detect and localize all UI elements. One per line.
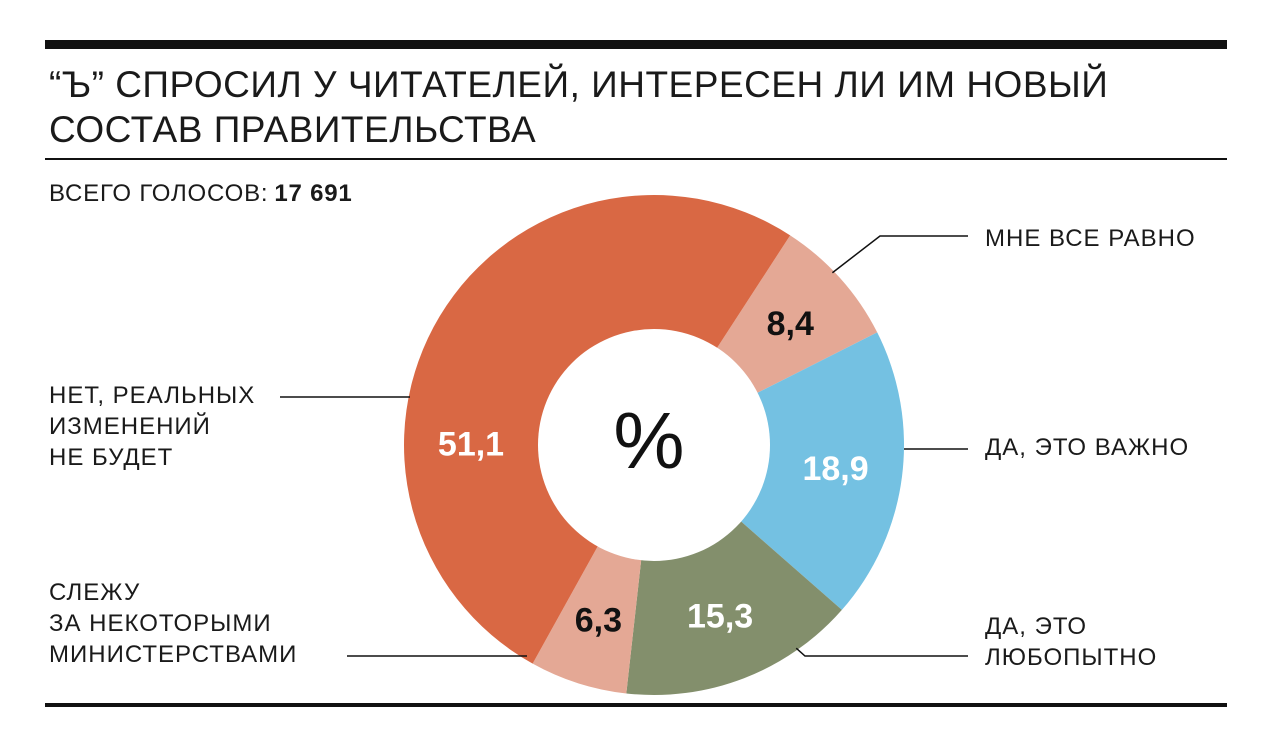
value-label: 15,3 — [687, 598, 753, 636]
slice-label-line: ДА, ЭТО ВАЖНО — [985, 434, 1190, 461]
percent-symbol: % — [613, 396, 684, 485]
value-label: 18,9 — [802, 450, 868, 488]
title-line-2: СОСТАВ ПРАВИТЕЛЬСТВА — [49, 109, 537, 150]
slice-label-line: НЕТ, РЕАЛЬНЫХ — [49, 382, 256, 409]
slice-label-follow-ministries: СЛЕЖУ ЗА НЕКОТОРЫМИ МИНИСТЕРСТВАМИ — [49, 577, 297, 670]
slice-label-line: ДА, ЭТО — [985, 613, 1088, 640]
slice-label-line: МИНИСТЕРСТВАМИ — [49, 641, 298, 668]
title-rule — [45, 158, 1227, 160]
value-label: 8,4 — [767, 305, 814, 343]
total-votes: ВСЕГО ГОЛОСОВ: 17 691 — [49, 180, 353, 208]
total-votes-label: ВСЕГО ГОЛОСОВ: — [49, 180, 269, 207]
slice-label-no-changes: НЕТ, РЕАЛЬНЫХ ИЗМЕНЕНИЙ НЕ БУДЕТ — [49, 380, 255, 473]
title-line-1: “Ъ” СПРОСИЛ У ЧИТАТЕЛЕЙ, ИНТЕРЕСЕН ЛИ ИМ… — [49, 64, 1109, 105]
slice-yes-important — [654, 332, 905, 610]
value-label: 6,3 — [575, 601, 622, 639]
slice-label-line: МНЕ ВСЕ РАВНО — [985, 225, 1196, 252]
slice-label-yes-curious: ДА, ЭТО ЛЮБОПЫТНО — [985, 611, 1157, 673]
value-label: 51,1 — [438, 425, 504, 463]
bottom-rule — [45, 703, 1227, 707]
leader-lines — [280, 235, 968, 657]
donut-hole — [538, 329, 770, 561]
slice-label-line: НЕ БУДЕТ — [49, 444, 174, 471]
leader-line — [831, 235, 968, 274]
slice-label-yes-important: ДА, ЭТО ВАЖНО — [985, 432, 1189, 463]
slice-label-dont-care: МНЕ ВСЕ РАВНО — [985, 223, 1196, 254]
top-rule — [45, 40, 1227, 49]
slice-label-line: ЗА НЕКОТОРЫМИ — [49, 610, 272, 637]
value-labels: 8,4 18,9 15,3 6,3 51,1 — [438, 305, 869, 640]
chart-title: “Ъ” СПРОСИЛ У ЧИТАТЕЛЕЙ, ИНТЕРЕСЕН ЛИ ИМ… — [49, 62, 1149, 152]
slice-label-line: ИЗМЕНЕНИЙ — [49, 413, 211, 440]
slice-label-line: СЛЕЖУ — [49, 579, 141, 606]
leader-line — [795, 647, 968, 657]
total-votes-value: 17 691 — [274, 180, 353, 207]
slice-label-line: ЛЮБОПЫТНО — [985, 644, 1158, 671]
